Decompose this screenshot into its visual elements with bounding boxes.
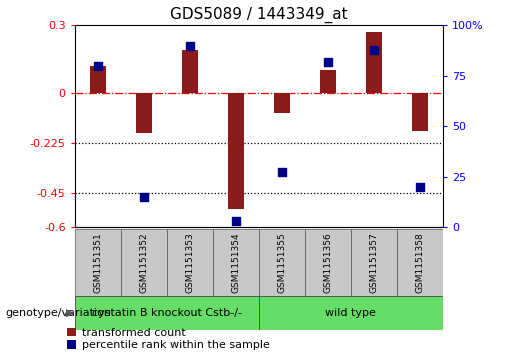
Bar xyxy=(75,296,259,330)
Text: genotype/variation: genotype/variation xyxy=(5,308,111,318)
Bar xyxy=(167,229,213,296)
Text: wild type: wild type xyxy=(325,308,376,318)
Text: GSM1151353: GSM1151353 xyxy=(185,232,194,293)
Legend: transformed count, percentile rank within the sample: transformed count, percentile rank withi… xyxy=(67,328,270,350)
Bar xyxy=(412,93,428,131)
Point xyxy=(185,42,194,48)
Text: ▶: ▶ xyxy=(66,308,75,318)
Bar xyxy=(182,50,198,93)
Bar xyxy=(75,229,121,296)
Point xyxy=(232,218,240,224)
Bar xyxy=(366,32,382,93)
Point xyxy=(416,184,424,189)
Text: GSM1151351: GSM1151351 xyxy=(93,232,102,293)
Bar xyxy=(305,229,351,296)
Text: GSM1151352: GSM1151352 xyxy=(139,232,148,293)
Bar xyxy=(213,229,259,296)
Bar xyxy=(351,229,397,296)
Bar xyxy=(90,66,106,93)
Bar xyxy=(259,296,443,330)
Bar xyxy=(274,93,290,113)
Bar xyxy=(135,93,152,133)
Bar xyxy=(121,229,167,296)
Point xyxy=(370,47,378,53)
Title: GDS5089 / 1443349_at: GDS5089 / 1443349_at xyxy=(170,7,348,23)
Text: GSM1151356: GSM1151356 xyxy=(323,232,332,293)
Text: GSM1151358: GSM1151358 xyxy=(416,232,424,293)
Bar xyxy=(320,70,336,93)
Point xyxy=(278,170,286,175)
Text: GSM1151357: GSM1151357 xyxy=(369,232,379,293)
Text: GSM1151354: GSM1151354 xyxy=(231,232,241,293)
Point xyxy=(324,59,332,65)
Text: GSM1151355: GSM1151355 xyxy=(277,232,286,293)
Bar xyxy=(228,93,244,209)
Point xyxy=(140,194,148,200)
Bar xyxy=(259,229,305,296)
Bar xyxy=(397,229,443,296)
Text: cystatin B knockout Cstb-/-: cystatin B knockout Cstb-/- xyxy=(92,308,242,318)
Point xyxy=(94,63,102,69)
